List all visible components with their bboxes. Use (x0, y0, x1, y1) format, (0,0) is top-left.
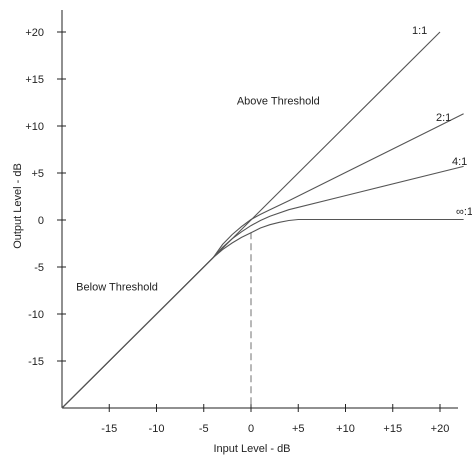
x-tick-label: +15 (383, 423, 402, 435)
series-label: ∞:1 (456, 206, 472, 218)
series-line (61, 113, 464, 409)
x-axis-title: Input Level - dB (213, 443, 290, 455)
series-lines (61, 31, 464, 409)
annotation-label: Above Threshold (237, 95, 320, 107)
axes (57, 10, 458, 412)
series-line (61, 165, 464, 409)
labels: -15 -10 -5 0 +5 +10 +15 +20 +20 +15 +10 +5 0 -5 -10 -15… (12, 25, 472, 455)
y-tick-label: +5 (31, 168, 44, 180)
y-axis-title: Output Level - dB (12, 163, 24, 249)
x-tick-label: -5 (199, 423, 209, 435)
series-label: 2:1 (436, 112, 451, 124)
y-tick-label: -15 (28, 356, 44, 368)
annotation-label: Below Threshold (76, 282, 158, 294)
y-tick-label: +15 (25, 74, 44, 86)
y-tick-label: +20 (25, 27, 44, 39)
series-label: 4:1 (452, 156, 467, 168)
x-tick-label: -15 (101, 423, 117, 435)
series-line (61, 218, 464, 409)
y-tick-label: -5 (34, 262, 44, 274)
x-tick-label: +5 (292, 423, 305, 435)
x-tick-label: +10 (336, 423, 355, 435)
x-tick-label: +20 (431, 423, 450, 435)
x-tick-label: -10 (149, 423, 165, 435)
y-tick-label: 0 (38, 215, 44, 227)
y-tick-label: -10 (28, 309, 44, 321)
y-tick-label: +10 (25, 121, 44, 133)
series-label: 1:1 (412, 25, 427, 37)
x-tick-label: 0 (248, 423, 254, 435)
